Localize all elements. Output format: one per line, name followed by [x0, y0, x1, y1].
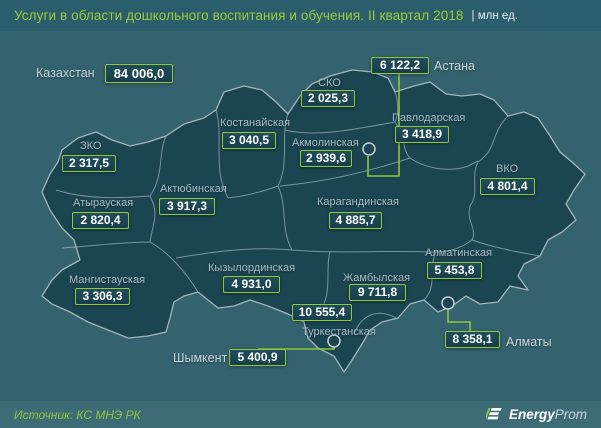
value-astana: 6 122,2: [371, 57, 429, 74]
city-label-shymkent: Шымкент: [173, 351, 228, 365]
almaty-callout-line: [447, 309, 471, 332]
unit-label: | млн ед.: [471, 9, 518, 22]
shymkent-marker-icon: [327, 334, 341, 348]
astana-marker-icon: [362, 142, 376, 156]
region-label-aktobe: Актюбинская: [160, 183, 227, 195]
value-kyzylorda: 4 931,0: [223, 276, 280, 293]
region-label-turkestan: Туркестанская: [302, 326, 376, 338]
value-vko: 4 801,4: [480, 178, 535, 195]
energyprom-logo: EnergyProm: [485, 407, 587, 422]
value-akmola: 2 939,6: [300, 150, 352, 167]
country-value: 84 006,0: [105, 64, 173, 83]
country-label: Казахстан: [36, 66, 95, 80]
region-label-karaganda: Карагандинская: [317, 196, 399, 208]
value-atyrau: 2 820,4: [72, 212, 129, 229]
city-label-almaty: Алматы: [506, 335, 552, 349]
value-kostanay: 3 040,5: [222, 132, 276, 149]
value-pavlodar: 3 418,9: [395, 126, 449, 143]
region-label-zhambyl: Жамбылская: [343, 272, 411, 284]
region-label-akmola: Акмолинская: [292, 137, 359, 149]
region-label-kostanay: Костанайская: [220, 117, 291, 129]
value-aktobe: 3 917,3: [159, 198, 215, 215]
value-turkestan: 10 555,4: [292, 304, 352, 321]
energyprom-logo-text: EnergyProm: [509, 407, 587, 422]
city-label-astana: Астана: [434, 59, 475, 73]
region-label-almaty-obl: Алматинская: [425, 247, 493, 259]
logo-text-bold: Energy: [508, 407, 555, 422]
almaty-marker-icon: [441, 296, 455, 310]
value-zhambyl: 9 711,8: [349, 284, 406, 301]
region-label-vko: ВКО: [496, 163, 519, 175]
energyprom-logo-icon: [485, 408, 502, 420]
region-label-kyzylorda: Кызылординская: [208, 262, 296, 274]
title-bar: Услуги в области дошкольного воспитания …: [0, 0, 601, 31]
region-label-pavlodar: Павлодарская: [392, 112, 466, 124]
footer-bar: Источник: КС МНЭ РК EnergyProm: [0, 400, 601, 428]
value-karaganda: 4 885,7: [329, 212, 382, 229]
astana-callout-line: [367, 74, 400, 177]
value-almaty-obl: 5 453,8: [427, 262, 482, 279]
value-shymkent: 5 400,9: [229, 349, 286, 366]
source-label: Источник: КС МНЭ РК: [14, 407, 141, 422]
value-zko: 2 317,5: [62, 155, 116, 172]
region-label-zko: ЗКО: [80, 140, 102, 152]
region-label-mangystau: Мангистауская: [69, 274, 146, 286]
value-sko: 2 025,3: [301, 90, 355, 107]
value-mangystau: 3 306,3: [75, 288, 130, 305]
region-label-sko: СКО: [318, 77, 341, 89]
value-almaty: 8 358,1: [445, 331, 500, 348]
page-title: Услуги в области дошкольного воспитания …: [14, 8, 464, 23]
logo-text-light: Prom: [554, 407, 587, 422]
region-label-atyrau: Атырауская: [73, 197, 134, 209]
region-borders: [55, 91, 541, 335]
